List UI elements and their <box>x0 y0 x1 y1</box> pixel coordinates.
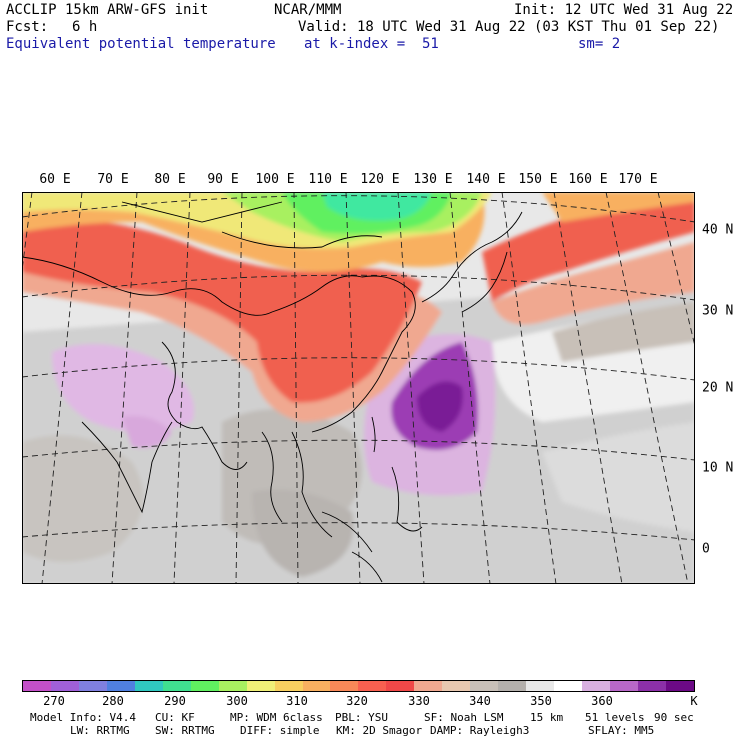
colorbar-swatch <box>246 681 275 691</box>
footer-km: KM: 2D Smagor <box>336 724 423 737</box>
colorbar-swatch <box>134 681 163 691</box>
coastlines <box>22 201 523 583</box>
footer-sflay: SFLAY: MM5 <box>588 724 655 737</box>
footer-res: 15 km <box>530 711 564 724</box>
colorbar-label: 330 <box>408 694 430 708</box>
footer-sf: SF: Noah LSM <box>424 711 504 724</box>
colorbar-label: 350 <box>530 694 552 708</box>
colorbar-label: 300 <box>226 694 248 708</box>
colorbar-label: 320 <box>346 694 368 708</box>
level-label: at k-index = 51 <box>304 36 439 52</box>
colorbar-swatch <box>498 681 527 691</box>
colorbar-unit: K <box>690 694 698 708</box>
lon-label: 80 E <box>154 172 186 187</box>
footer-model-info: Model Info: V4.4 <box>30 711 136 724</box>
colorbar-label: 270 <box>43 694 65 708</box>
colorbar-swatch <box>610 681 638 691</box>
init-time: Init: 12 UTC Wed 31 Aug 22 <box>514 2 734 18</box>
colorbar-label: 360 <box>591 694 613 708</box>
fcst-label: Fcst: <box>6 19 49 35</box>
colorbar-swatch <box>78 681 107 691</box>
lon-label: 160 E <box>568 172 608 187</box>
colorbar-swatch <box>665 681 694 691</box>
lon-label: 70 E <box>97 172 129 187</box>
lon-label: 90 E <box>207 172 239 187</box>
colorbar-swatch <box>386 681 415 691</box>
lon-label: 120 E <box>360 172 400 187</box>
colorbar-swatch <box>637 681 666 691</box>
colorbar <box>22 680 695 692</box>
footer-cu: CU: KF <box>155 711 195 724</box>
lon-label: 130 E <box>413 172 453 187</box>
graticule <box>22 192 695 584</box>
lat-label: 20 N <box>702 380 734 396</box>
lat-label: 40 N <box>702 222 734 238</box>
fcst-value: 6 h <box>72 19 98 35</box>
colorbar-swatch <box>190 681 219 691</box>
footer-mp: MP: WDM 6class <box>230 711 323 724</box>
smooth-label: sm= 2 <box>578 36 621 52</box>
lat-label: 0 <box>702 541 710 557</box>
colorbar-swatch <box>526 681 555 691</box>
colorbar-swatch <box>414 681 443 691</box>
footer-pbl: PBL: YSU <box>335 711 388 724</box>
footer-levels: 51 levels <box>585 711 645 724</box>
map-frame <box>22 192 695 584</box>
lon-label: 100 E <box>255 172 295 187</box>
lon-label: 110 E <box>308 172 348 187</box>
field-name: Equivalent potential temperature <box>6 36 276 52</box>
colorbar-swatch <box>162 681 191 691</box>
model-title: ACCLIP 15km ARW-GFS init <box>6 2 209 18</box>
colorbar-swatch <box>554 681 583 691</box>
colorbar-swatch <box>470 681 499 691</box>
footer-lw: LW: RRTMG <box>70 724 130 737</box>
colorbar-label: 280 <box>102 694 124 708</box>
lat-label: 30 N <box>702 303 734 319</box>
colorbar-swatch <box>330 681 359 691</box>
theta-e-map <box>22 192 695 584</box>
footer-damp: DAMP: Rayleigh3 <box>430 724 530 737</box>
valid-time: Valid: 18 UTC Wed 31 Aug 22 (03 KST Thu … <box>298 19 720 35</box>
colorbar-swatch <box>442 681 471 691</box>
lon-label: 170 E <box>618 172 658 187</box>
org-label: NCAR/MMM <box>274 2 342 18</box>
colorbar-swatch <box>274 681 303 691</box>
footer-sw: SW: RRTMG <box>155 724 215 737</box>
theta-e-shading <box>22 192 695 584</box>
colorbar-label: 290 <box>164 694 186 708</box>
lon-label: 60 E <box>39 172 71 187</box>
colorbar-label: 310 <box>286 694 308 708</box>
footer-timestep: 90 sec <box>654 711 694 724</box>
colorbar-label: 340 <box>469 694 491 708</box>
colorbar-swatch <box>106 681 135 691</box>
colorbar-swatch <box>23 681 51 691</box>
colorbar-swatch <box>50 681 79 691</box>
lon-label: 150 E <box>518 172 558 187</box>
colorbar-swatch <box>302 681 331 691</box>
lon-label: 140 E <box>466 172 506 187</box>
colorbar-swatch <box>218 681 247 691</box>
footer-diff: DIFF: simple <box>240 724 320 737</box>
colorbar-swatch <box>358 681 387 691</box>
lat-label: 10 N <box>702 460 734 476</box>
colorbar-swatch <box>582 681 611 691</box>
